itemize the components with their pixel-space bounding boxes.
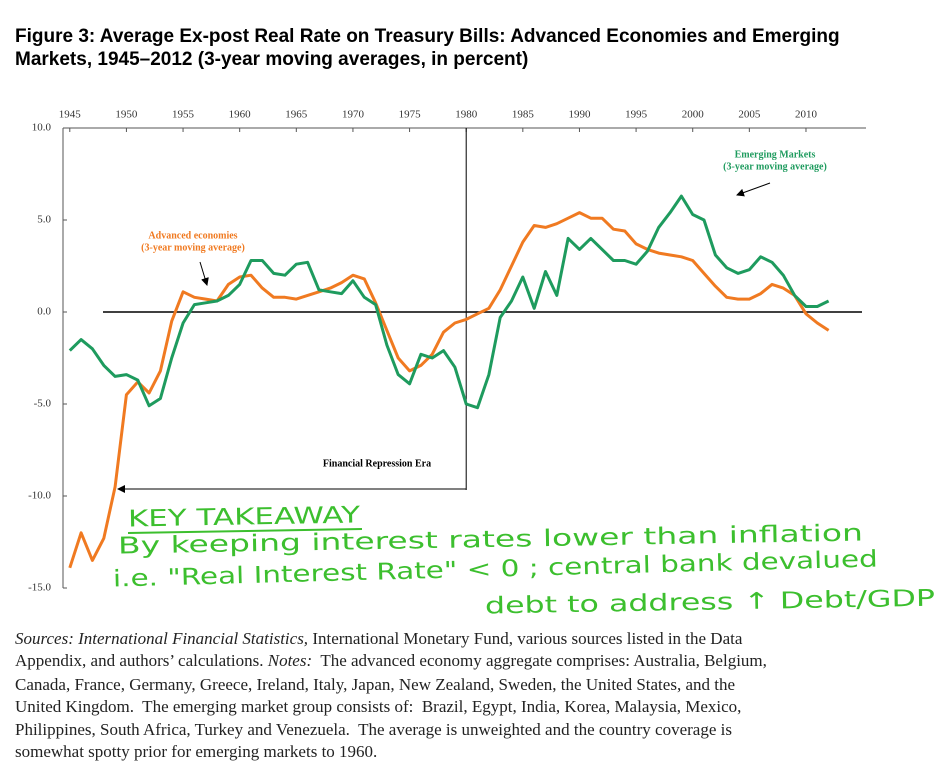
source-note: United Kingdom. The emerging market grou… — [15, 697, 741, 716]
x-tick-label: 1945 — [59, 109, 82, 121]
source-note: Canada, France, Germany, Greece, Ireland… — [15, 675, 735, 694]
handwritten-underline — [127, 528, 363, 534]
x-tick-label: 1980 — [455, 109, 478, 121]
source-note: Appendix, and authors’ calculations. Not… — [15, 651, 767, 670]
y-tick-label: 0.0 — [37, 306, 51, 318]
handwritten-note: debt to address ↑ Debt/GDP — [485, 586, 936, 620]
x-tick-label: 2010 — [795, 109, 818, 121]
note-run: Notes: — [267, 651, 312, 670]
x-tick-label: 1965 — [285, 109, 308, 121]
note-run: somewhat spotty prior for emerging marke… — [15, 742, 377, 761]
era-label: Financial Repression Era — [323, 458, 431, 469]
series-label: Emerging Markets — [735, 149, 816, 160]
x-tick-label: 2005 — [738, 109, 761, 121]
chart-title: Figure 3: Average Ex-post Real Rate on T… — [15, 26, 840, 47]
source-note: somewhat spotty prior for emerging marke… — [15, 742, 377, 761]
label-arrow — [199, 261, 209, 286]
series-label: (3-year moving average) — [141, 242, 245, 253]
chart-title: Markets, 1945–2012 (3-year moving averag… — [15, 49, 528, 70]
y-tick-label: -15.0 — [28, 582, 51, 594]
handwritten-note: KEY TAKEAWAY — [128, 502, 362, 532]
y-tick-label: 10.0 — [32, 122, 52, 134]
series-label: Advanced economies — [148, 230, 237, 241]
note-run: The advanced economy aggregate comprises… — [312, 651, 767, 670]
x-tick-label: 1990 — [568, 109, 591, 121]
x-tick-label: 2000 — [682, 109, 705, 121]
x-tick-label: 1995 — [625, 109, 648, 121]
note-run: Sources: International Financial Statist… — [15, 629, 308, 648]
source-note: Philippines, South Africa, Turkey and Ve… — [15, 720, 732, 739]
y-tick-label: 5.0 — [37, 214, 51, 226]
note-run: United Kingdom. The emerging market grou… — [15, 697, 741, 716]
y-tick-label: -10.0 — [28, 490, 51, 502]
series-label: (3-year moving average) — [723, 161, 827, 172]
x-tick-label: 1975 — [399, 109, 422, 121]
source-note: Sources: International Financial Statist… — [15, 629, 743, 648]
note-run: International Monetary Fund, various sou… — [308, 629, 743, 648]
y-tick-label: -5.0 — [34, 398, 52, 410]
x-tick-label: 1985 — [512, 109, 535, 121]
x-tick-label: 1970 — [342, 109, 365, 121]
note-run: Philippines, South Africa, Turkey and Ve… — [15, 720, 732, 739]
x-tick-label: 1950 — [115, 109, 138, 121]
series-line — [68, 194, 830, 410]
x-tick-label: 1955 — [172, 109, 195, 121]
x-tick-label: 1960 — [229, 109, 252, 121]
label-arrow — [736, 182, 771, 197]
note-run: Canada, France, Germany, Greece, Ireland… — [15, 675, 735, 694]
note-run: Appendix, and authors’ calculations. — [15, 651, 268, 670]
series-line — [68, 211, 830, 569]
